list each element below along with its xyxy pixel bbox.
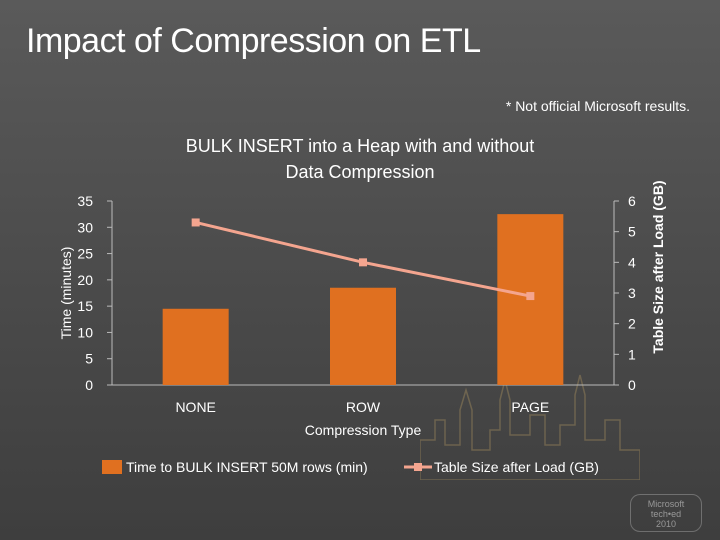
chart-title-line: BULK INSERT into a Heap with and without	[186, 136, 535, 156]
y2-tick-label: 1	[628, 346, 636, 362]
x-axis-label: Compression Type	[305, 422, 422, 438]
y-tick-label: 30	[77, 219, 93, 235]
x-tick-label: ROW	[346, 399, 381, 415]
y-tick-label: 25	[77, 246, 93, 262]
bar	[162, 308, 229, 385]
y-tick-label: 35	[77, 193, 93, 209]
city-skyline-decoration	[420, 374, 640, 480]
legend-swatch-marker	[414, 463, 422, 471]
slide-title: Impact of Compression on ETL	[26, 22, 481, 60]
y-tick-label: 15	[77, 298, 93, 314]
bar	[330, 287, 396, 385]
line-point	[359, 258, 367, 267]
disclaimer-note: * Not official Microsoft results.	[505, 98, 690, 114]
x-tick-label: NONE	[175, 399, 215, 415]
y-tick-label: 0	[85, 377, 93, 393]
y2-tick-label: 2	[628, 316, 636, 332]
y-tick-label: 10	[77, 324, 93, 340]
y-tick-label: 5	[85, 351, 93, 367]
y2-axis-label: Table Size after Load (GB)	[650, 180, 666, 353]
y-tick-label: 20	[77, 272, 93, 288]
line-point	[526, 292, 535, 301]
y2-tick-label: 3	[628, 285, 636, 301]
y2-tick-label: 4	[628, 254, 636, 270]
chart-title-line: Data Compression	[285, 162, 434, 182]
y2-tick-label: 0	[628, 377, 636, 393]
x-tick-label: PAGE	[511, 399, 549, 415]
y2-tick-label: 5	[628, 224, 636, 240]
y2-tick-label: 6	[628, 193, 636, 209]
line-point	[191, 218, 200, 227]
legend-label-line: Table Size after Load (GB)	[434, 459, 599, 475]
legend-label-bar: Time to BULK INSERT 50M rows (min)	[126, 459, 368, 475]
y-axis-label: Time (minutes)	[58, 247, 74, 340]
legend-swatch-bar	[102, 460, 122, 474]
event-logo: Microsoft tech•ed 2010	[630, 494, 702, 532]
